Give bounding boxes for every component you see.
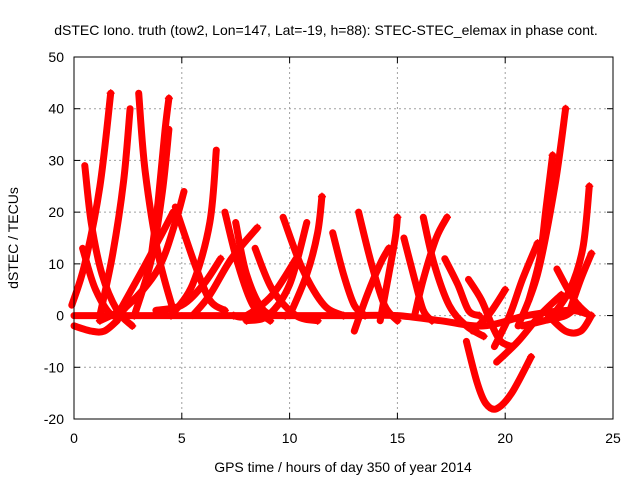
- marker-sat-35: [561, 104, 570, 113]
- series-sat-13: [152, 255, 225, 314]
- series-sat-05: [135, 89, 177, 314]
- marker-sat-29: [475, 311, 484, 320]
- marker-sat-01: [106, 89, 115, 98]
- marker-sat-38: [585, 182, 594, 191]
- marker-sat-06: [164, 94, 173, 103]
- y-tick-label-2: 0: [56, 308, 64, 324]
- marker-sat-20: [317, 192, 326, 201]
- x-axis-label: GPS time / hours of day 350 of year 2014: [214, 459, 472, 475]
- x-tick-label-4: 20: [497, 430, 513, 446]
- y-tick-label-4: 20: [48, 204, 64, 220]
- marker-sat-39: [587, 249, 596, 258]
- y-tick-label-1: -10: [44, 359, 64, 375]
- series-sat-04: [96, 105, 134, 320]
- marker-sat-36: [548, 151, 557, 160]
- plot-frame: [73, 56, 614, 420]
- y-tick-label-0: -20: [44, 411, 64, 427]
- series-sat-38: [549, 182, 593, 320]
- series-sat-14: [189, 224, 261, 320]
- marker-sat-25: [393, 213, 402, 222]
- series-sat-09: [70, 317, 121, 336]
- marker-sat-31: [527, 352, 536, 361]
- marker-sat-27: [442, 213, 451, 222]
- series-sat-31: [462, 337, 535, 413]
- x-tick-label-3: 15: [390, 430, 406, 446]
- series-sat-17: [251, 244, 322, 325]
- x-tick-label-1: 5: [178, 430, 186, 446]
- series-sat-22: [329, 229, 369, 320]
- marker-sat-14: [253, 223, 262, 232]
- series-sat-36: [525, 151, 557, 304]
- chart-title: dSTEC Iono. truth (tow2, Lon=147, Lat=-1…: [54, 22, 598, 38]
- series-sat-32: [493, 291, 565, 366]
- series-group: [68, 89, 596, 413]
- series-sat-10: [113, 208, 177, 320]
- series-sat-29: [441, 255, 483, 320]
- series-sat-34: [490, 239, 541, 351]
- y-tick-label-5: 30: [48, 152, 64, 168]
- series-sat-39: [566, 250, 595, 314]
- series-sat-27: [411, 213, 451, 320]
- y-tick-label-3: 10: [48, 256, 64, 272]
- ticks: 0 5 10 15 20 25 -20 -10 0 10 20 30 40 50: [44, 49, 621, 446]
- series-sat-41: [544, 312, 595, 337]
- marker-sat-42: [587, 311, 596, 320]
- marker-sat-02: [128, 321, 137, 330]
- series-sat-25: [376, 213, 401, 325]
- x-tick-label-5: 25: [605, 430, 621, 446]
- series-sat-21: [243, 219, 311, 325]
- marker-sat-13: [216, 254, 225, 263]
- x-tick-label-2: 10: [282, 430, 298, 446]
- x-tick-label-0: 0: [70, 430, 78, 446]
- marker-sat-33: [501, 285, 510, 294]
- marker-sat-28: [479, 332, 488, 341]
- y-tick-label-6: 40: [48, 101, 64, 117]
- series-sat-20: [286, 193, 326, 320]
- y-axis-label: dSTEC / TECUs: [5, 187, 21, 289]
- y-tick-label-7: 50: [48, 49, 64, 65]
- series-sat-42: [70, 306, 595, 330]
